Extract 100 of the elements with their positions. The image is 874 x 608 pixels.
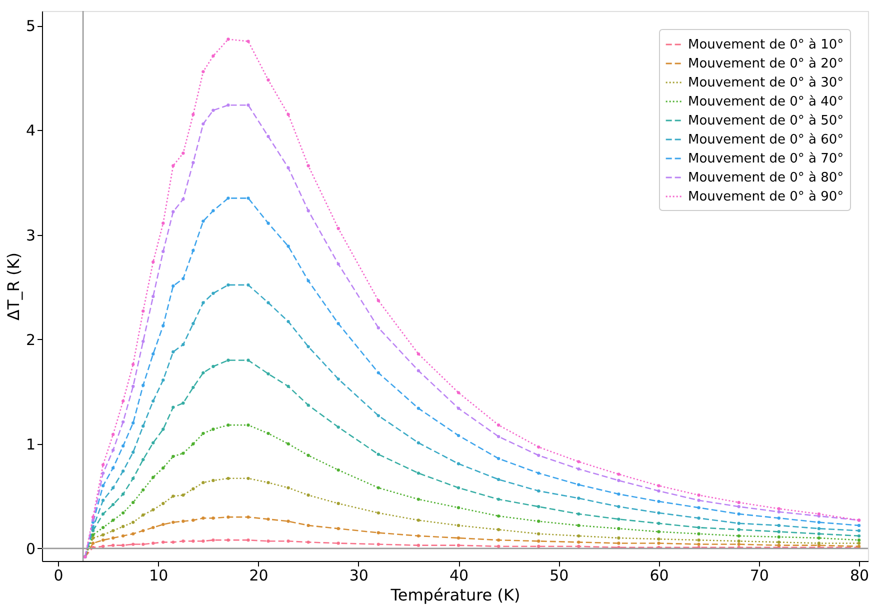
point — [101, 472, 105, 475]
point — [246, 283, 250, 287]
point — [246, 40, 250, 43]
point — [336, 426, 340, 429]
point — [577, 534, 580, 538]
point — [172, 520, 175, 524]
x-tick-label: 10 — [149, 566, 168, 584]
point — [152, 260, 155, 264]
point — [456, 506, 460, 510]
point — [857, 542, 861, 545]
point — [142, 340, 145, 343]
point — [152, 526, 155, 530]
point — [456, 536, 460, 540]
point — [306, 454, 310, 457]
point — [152, 294, 155, 298]
point — [152, 352, 155, 356]
point — [336, 468, 340, 472]
point — [132, 520, 135, 524]
point — [737, 542, 740, 546]
point — [777, 524, 780, 528]
point — [122, 470, 125, 473]
point — [537, 540, 540, 543]
point — [172, 494, 175, 498]
point — [132, 421, 135, 425]
point — [162, 522, 165, 526]
point — [456, 406, 460, 410]
point — [817, 536, 821, 540]
point — [737, 512, 740, 516]
point — [152, 399, 155, 403]
point — [122, 420, 125, 424]
x-tick-label: 40 — [449, 566, 469, 584]
x-tick-label: 30 — [349, 566, 368, 584]
point — [162, 502, 165, 506]
point — [112, 486, 115, 490]
point — [537, 532, 540, 536]
point — [152, 508, 155, 512]
point — [617, 478, 620, 482]
point — [226, 283, 230, 287]
point — [336, 527, 340, 530]
point — [182, 198, 185, 201]
point — [617, 527, 620, 530]
point — [306, 524, 310, 528]
point — [212, 478, 215, 482]
point — [286, 540, 290, 543]
point — [172, 540, 175, 544]
point — [496, 434, 500, 438]
point — [537, 544, 540, 548]
point — [182, 152, 185, 155]
point — [132, 500, 135, 504]
point — [306, 164, 310, 168]
point — [162, 222, 165, 225]
point — [172, 350, 175, 354]
point — [456, 524, 460, 528]
y-tick-label: 5 — [26, 17, 36, 36]
point — [202, 540, 205, 543]
point — [496, 514, 500, 518]
point — [577, 483, 580, 486]
point — [537, 505, 540, 508]
point — [246, 423, 250, 427]
point — [266, 372, 270, 376]
point — [212, 54, 215, 58]
point — [162, 378, 165, 382]
point — [101, 498, 105, 502]
point — [226, 358, 230, 362]
point — [496, 478, 500, 482]
y-tick-label: 4 — [26, 122, 36, 140]
point — [416, 498, 420, 501]
point — [152, 542, 155, 545]
point — [416, 369, 420, 372]
point — [376, 452, 380, 456]
point — [182, 540, 185, 543]
point — [777, 507, 780, 510]
point — [306, 404, 310, 407]
point — [777, 540, 780, 544]
point — [192, 112, 195, 116]
point — [336, 502, 340, 506]
y-axis-title: ΔT_R (K) — [4, 252, 23, 320]
point — [737, 528, 740, 532]
y-tick-label: 2 — [26, 330, 36, 349]
legend-label: Mouvement de 0° à 90° — [688, 190, 844, 204]
point — [817, 527, 821, 530]
point — [226, 538, 230, 542]
y-tick-label: 1 — [26, 435, 36, 454]
point — [112, 466, 115, 470]
point — [192, 161, 195, 164]
point — [617, 536, 620, 540]
point — [697, 498, 700, 502]
point — [112, 448, 115, 452]
point — [657, 489, 660, 493]
point — [737, 540, 740, 543]
point — [537, 472, 540, 475]
point — [246, 516, 250, 519]
legend-label: Mouvement de 0° à 50° — [688, 114, 844, 128]
point — [777, 510, 780, 514]
point — [142, 542, 145, 546]
point — [192, 248, 195, 252]
point — [857, 538, 861, 542]
point — [416, 441, 420, 444]
point — [122, 534, 125, 538]
point — [246, 538, 250, 542]
